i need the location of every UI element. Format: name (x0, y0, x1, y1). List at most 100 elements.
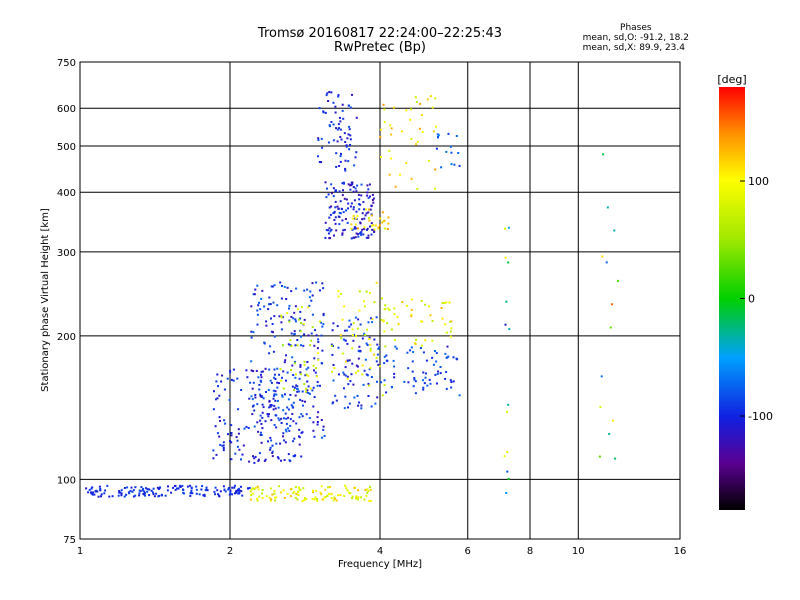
echo-point (431, 356, 434, 359)
colorbar: [deg] 100 0 -100 (717, 73, 773, 510)
echo-point (293, 362, 296, 365)
echo-point (90, 487, 93, 490)
echo-point (302, 322, 305, 325)
echo-point (458, 164, 461, 167)
echo-point (292, 374, 295, 376)
echo-point (221, 374, 224, 377)
echo-point (599, 406, 602, 409)
echo-point (422, 371, 425, 374)
echo-point (365, 236, 368, 239)
echo-point (275, 442, 278, 445)
echo-point (263, 305, 266, 308)
echo-point (341, 103, 344, 106)
echo-point (346, 377, 349, 380)
echo-point (375, 316, 378, 319)
echo-point (281, 316, 284, 319)
echo-point (357, 193, 360, 196)
echo-point (332, 212, 335, 215)
echo-point (307, 392, 310, 394)
echo-point (341, 232, 344, 235)
echo-point (506, 451, 509, 454)
echo-point (234, 484, 236, 487)
echo-point (282, 489, 285, 492)
echo-point (351, 497, 354, 500)
echo-point (445, 371, 448, 373)
echo-point (377, 347, 380, 350)
echo-point (271, 285, 274, 288)
echo-point (363, 226, 366, 229)
echo-point (365, 229, 368, 231)
echo-point (246, 376, 249, 379)
x-tick-label: 8 (527, 546, 533, 557)
echo-point (337, 95, 340, 98)
echo-point (369, 225, 371, 228)
echo-point (281, 376, 283, 379)
echo-point (503, 455, 506, 458)
echo-point (280, 379, 283, 382)
echo-point (360, 404, 363, 407)
echo-point (369, 195, 371, 198)
echo-point (272, 397, 275, 400)
echo-point (373, 301, 376, 304)
echo-point (214, 493, 217, 496)
echo-point (309, 387, 312, 390)
echo-point (261, 427, 264, 430)
echo-point (414, 96, 417, 99)
echo-point (339, 334, 342, 336)
echo-point (276, 386, 279, 389)
echo-point (448, 301, 451, 304)
echo-point (355, 116, 358, 119)
echo-point (269, 404, 272, 407)
echo-point (457, 152, 460, 154)
echo-point (271, 455, 274, 458)
echo-point (324, 221, 327, 224)
echo-point (228, 399, 231, 401)
echo-point (407, 367, 410, 370)
x-tick-label: 2 (227, 546, 233, 557)
echo-point (87, 491, 90, 494)
echo-point (340, 208, 343, 211)
echo-point (366, 491, 369, 494)
echo-point (287, 398, 290, 401)
echo-point (360, 194, 363, 197)
echo-point (328, 216, 331, 219)
echo-point (327, 100, 330, 102)
echo-point (507, 477, 510, 480)
echo-point (198, 493, 201, 496)
echo-point (261, 370, 264, 373)
echo-point (353, 486, 356, 489)
echo-point (141, 489, 144, 492)
echo-point (278, 419, 281, 422)
echo-point (97, 495, 100, 498)
echo-point (396, 316, 399, 319)
echo-point (300, 322, 303, 324)
echo-point (439, 372, 442, 375)
echo-point (111, 495, 114, 498)
echo-point (307, 306, 310, 309)
echo-point (313, 498, 316, 501)
echo-point (338, 127, 340, 130)
echo-point (346, 137, 349, 140)
echo-point (450, 327, 453, 330)
echo-point (328, 492, 331, 495)
echo-point (310, 299, 313, 302)
echo-point (387, 216, 390, 219)
echo-point (436, 382, 438, 385)
echo-point (181, 484, 184, 487)
echo-point (357, 318, 360, 321)
echo-point (364, 358, 367, 361)
echo-point (432, 363, 435, 366)
echo-point (232, 379, 235, 382)
echo-point (368, 338, 371, 340)
echo-point (362, 300, 365, 303)
echo-point (299, 317, 302, 320)
y-tick-label: 75 (63, 535, 76, 546)
echo-point (381, 211, 384, 214)
echo-point (280, 459, 282, 462)
echo-point (285, 298, 288, 300)
echo-point (356, 184, 359, 187)
echo-point (372, 224, 375, 227)
echo-point (355, 232, 358, 235)
echo-point (346, 489, 349, 492)
echo-point (271, 444, 274, 447)
